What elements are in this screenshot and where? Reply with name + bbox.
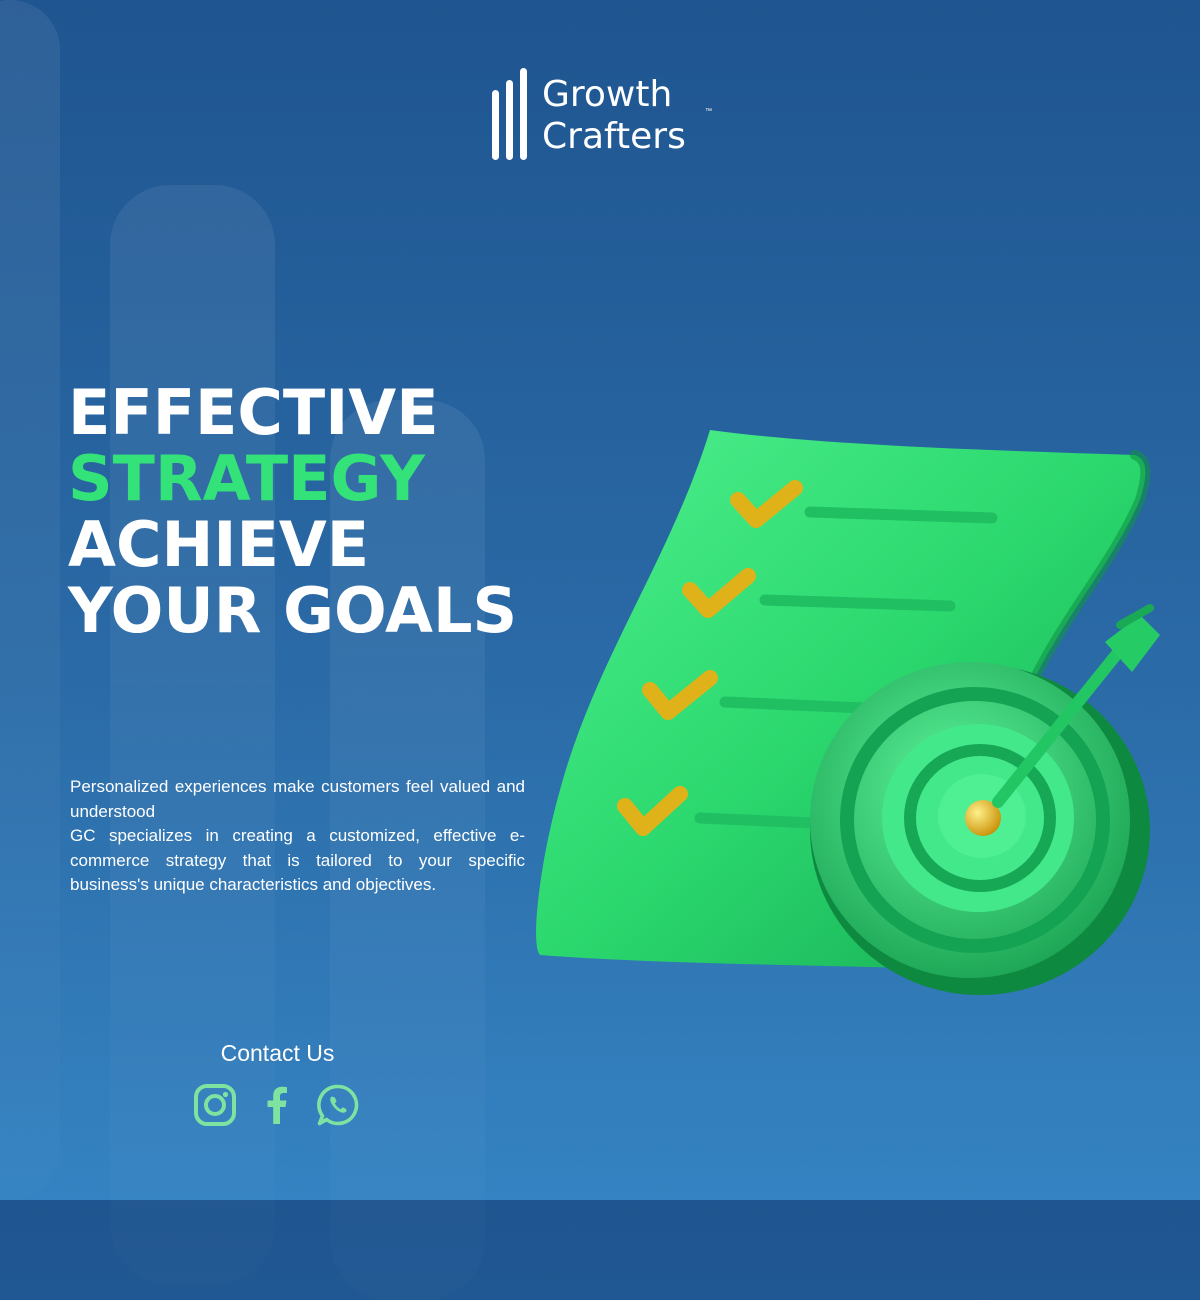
brand-logo: Growth Crafters ™	[490, 68, 730, 168]
instagram-icon[interactable]	[192, 1082, 238, 1128]
trademark: ™	[705, 108, 712, 115]
contact-label: Contact Us	[220, 1040, 335, 1066]
brand-name: Growth Crafters	[542, 74, 686, 157]
description-paragraph: Personalized experiences make customers …	[70, 777, 525, 821]
facebook-icon[interactable]	[254, 1082, 300, 1128]
background-pillar	[330, 400, 485, 1300]
bar-chart-logo-icon	[492, 68, 527, 160]
target-icon	[810, 662, 1150, 995]
dart-icon	[992, 604, 1160, 808]
headline-line: YOUR GOALS	[68, 574, 518, 647]
description-paragraph: GC specializes in creating a customized,…	[70, 826, 525, 894]
whatsapp-icon[interactable]	[315, 1082, 361, 1128]
headline-line: ACHIEVE	[68, 508, 370, 581]
headline: EFFECTIVE STRATEGY ACHIEVE YOUR GOALS	[68, 380, 517, 644]
background-pillar	[0, 0, 60, 1200]
background-pillar	[110, 185, 275, 1285]
checkmark-icons	[617, 480, 803, 836]
headline-accent: STRATEGY	[68, 442, 425, 515]
headline-line: EFFECTIVE	[68, 376, 439, 449]
checklist-target-illustration	[536, 430, 1160, 995]
description: Personalized experiences make customers …	[70, 775, 525, 898]
